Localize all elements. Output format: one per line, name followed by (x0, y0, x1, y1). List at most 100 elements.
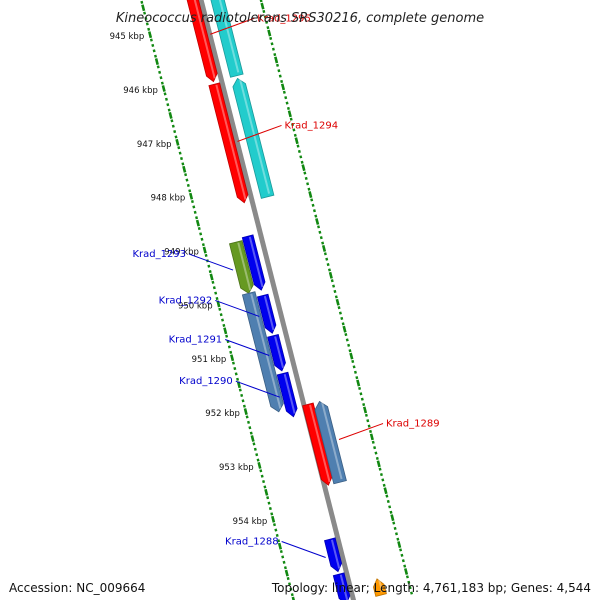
ruler-tick-right (318, 230, 322, 234)
ruler-tick-right (304, 176, 308, 180)
ruler-tick-left (227, 345, 231, 349)
ruler-tick-left (189, 192, 194, 200)
label-leader (188, 253, 234, 271)
ruler-tick-right (317, 225, 321, 229)
ruler-tick-right (306, 182, 310, 186)
ruler-tick-left (174, 135, 178, 139)
ruler-tick-right (293, 133, 297, 137)
ruler-tick-right (378, 467, 382, 471)
ruler-tick-right (266, 26, 270, 30)
ruler-tick-left (264, 488, 269, 496)
ruler-tick-right (300, 160, 304, 164)
ruler-tick-right (386, 499, 390, 504)
ruler-tick-right (358, 386, 362, 390)
kbp-label: 945 kbp (110, 32, 145, 42)
ruler-tick-right (263, 15, 267, 19)
ruler-tick-right (286, 106, 290, 110)
ruler-tick-right (382, 483, 386, 487)
ruler-tick-right (376, 460, 381, 468)
ruler-tick-right (284, 96, 288, 100)
ruler-tick-left (283, 566, 287, 570)
ruler-tick-right (273, 53, 277, 57)
gene-krad_1291 (267, 334, 286, 372)
ruler-tick-left (161, 85, 166, 92)
ruler-tick-right (385, 494, 389, 498)
ruler-tick-right (373, 446, 377, 450)
ruler-tick-left (147, 27, 151, 31)
ruler-tick-left (195, 216, 199, 220)
ruler-tick-right (301, 164, 306, 172)
ruler-tick-left (175, 138, 180, 146)
ruler-tick-right (404, 568, 409, 575)
ruler-tick-right (401, 559, 405, 563)
ruler-tick-left (158, 70, 162, 74)
ruler-tick-left (214, 291, 218, 295)
ruler-tick-right (280, 79, 284, 84)
ruler-tick-right (338, 311, 342, 315)
gene-highlight (263, 295, 275, 331)
ruler-tick-left (201, 243, 205, 247)
ruler-tick-left (242, 404, 246, 408)
gene-krad_1288 (324, 537, 343, 573)
label-leader (215, 299, 260, 317)
gene-highlight (330, 539, 341, 569)
ruler-tick-left (202, 246, 207, 254)
ruler-tick-left (192, 205, 196, 209)
ruler-tick-left (225, 334, 229, 338)
ruler-tick-right (369, 433, 374, 441)
ruler-tick-left (178, 151, 182, 155)
ruler-tick-left (186, 183, 190, 187)
gene-label-krad_1294: Krad_1294 (285, 120, 339, 131)
ruler-tick-right (340, 316, 344, 320)
ruler-tick-right (390, 514, 395, 522)
ruler-tick-left (197, 226, 201, 231)
gene-highlight (321, 401, 343, 480)
gene-highlight (339, 574, 349, 600)
ruler-tick-right (344, 333, 348, 337)
ruler-tick-left (185, 178, 189, 182)
label-leader (237, 124, 282, 142)
ruler-tick-right (356, 379, 361, 387)
ruler-tick-right (388, 505, 392, 509)
ruler-tick-right (342, 325, 347, 333)
gene-features-layer (186, 0, 387, 600)
ruler-tick-left (255, 453, 259, 457)
kbp-label: 946 kbp (123, 86, 158, 96)
ruler-tick-right (389, 510, 393, 514)
ruler-tick-right (392, 521, 396, 525)
kbp-label: 951 kbp (192, 355, 227, 365)
ruler-tick-left (190, 200, 194, 204)
gene-label-krad_1295: Krad_1295 (257, 13, 311, 24)
ruler-tick-left (238, 388, 242, 392)
ruler-tick-right (334, 295, 338, 299)
backbone-layer (198, 0, 357, 600)
ruler-tick-right (326, 263, 330, 267)
ruler-tick-right (410, 591, 414, 595)
map-title: Kineococcus radiotolerans SRS30216, comp… (116, 11, 484, 26)
ruler-tick-right (285, 101, 289, 105)
ruler-tick-right (292, 128, 296, 132)
gene-feature (210, 0, 244, 78)
ruler-tick-right (310, 198, 314, 202)
ruler-tick-left (177, 146, 181, 150)
ruler-tick-right (375, 456, 379, 460)
ruler-layer: 945 kbp 946 kbp 947 kbp 948 kbp 949 kbp 950 k… (110, 0, 414, 600)
gene-label-krad_1288: Krad_1288 (225, 537, 279, 548)
backbone-line (198, 0, 357, 600)
ruler-tick-right (348, 349, 352, 353)
ruler-tick-left (291, 596, 295, 600)
ruler-tick-left (271, 515, 276, 523)
ruler-tick-left (170, 119, 174, 123)
ruler-tick-right (337, 306, 341, 310)
ruler-tick-left (266, 496, 270, 500)
ruler-tick-left (256, 458, 260, 462)
ruler-tick-right (349, 352, 354, 360)
gene-krad_1293 (229, 240, 254, 294)
ruler-tick-left (229, 350, 233, 354)
ruler-tick-left (182, 165, 187, 173)
ruler-tick-left (154, 58, 159, 66)
gene-highlight (248, 236, 264, 288)
ruler-tick-right (381, 478, 385, 482)
kbp-label: 949 kbp (164, 248, 199, 258)
ruler-tick-left (154, 54, 157, 58)
